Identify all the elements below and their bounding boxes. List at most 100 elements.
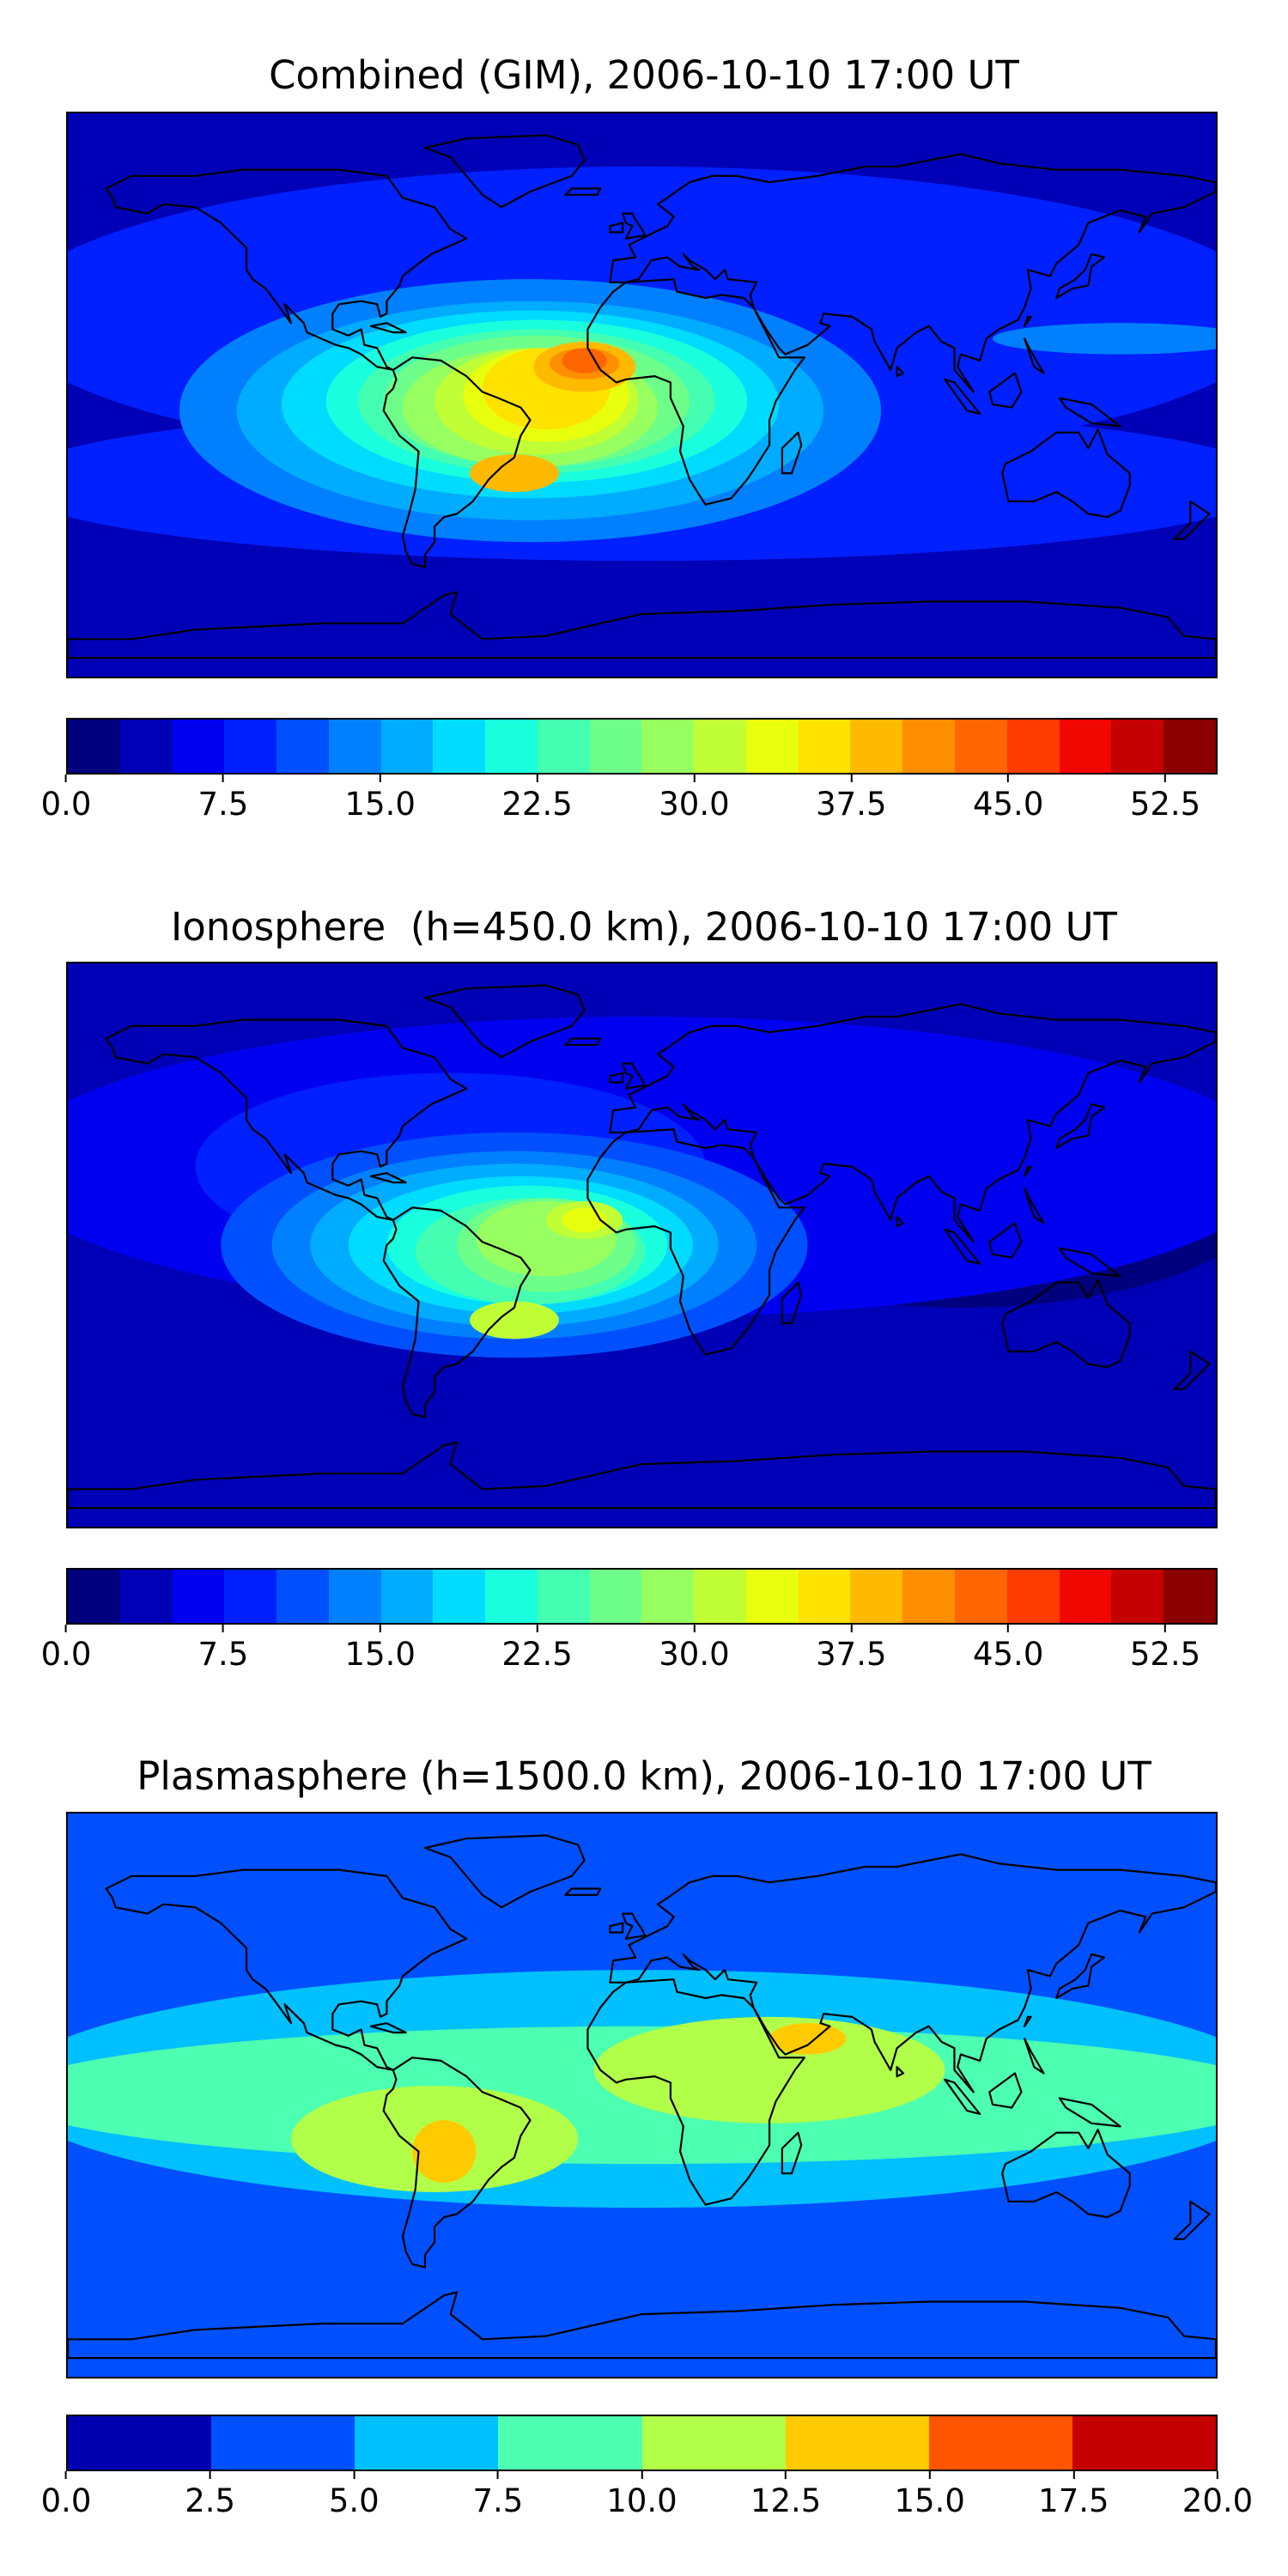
colorbar-tick-label: 45.0	[972, 1636, 1044, 1673]
field-contour-5	[412, 2120, 477, 2184]
colorbar-tick-label: 52.5	[1129, 1636, 1201, 1673]
colorbar-level-5	[328, 720, 381, 773]
colorbar-level-7	[433, 720, 486, 773]
colorbar-tick: 20.0	[1182, 2471, 1253, 2520]
colorbar-tick-label: 22.5	[501, 1636, 573, 1673]
field-contour-16	[562, 348, 607, 374]
colorbar-tick-mark	[353, 2471, 355, 2479]
colorbar-tick: 15.0	[345, 775, 416, 823]
colorbar-level-15	[850, 720, 903, 773]
colorbar-tick-label: 7.5	[197, 1636, 249, 1673]
colorbar-tick: 10.0	[606, 2471, 677, 2520]
coastline-africa	[586, 1128, 806, 1356]
coastline-borneo	[988, 372, 1023, 409]
plasmasphere-colorbar	[66, 2415, 1218, 2471]
colorbar-tick-label: 20.0	[1182, 2482, 1254, 2519]
plasmasphere-map	[66, 1812, 1218, 2379]
coastline-australia	[1001, 2129, 1131, 2219]
coastline-madagascar	[781, 431, 803, 475]
colorbar-level-5	[328, 1570, 381, 1623]
coastline-northAmerica	[105, 168, 468, 371]
colorbar-tick-label: 0.0	[40, 786, 92, 823]
colorbar-level-11	[641, 1570, 695, 1623]
colorbar-level-18	[1006, 720, 1060, 773]
colorbar-level-4	[276, 720, 329, 773]
colorbar-level-16	[902, 720, 956, 773]
colorbar-tick: 17.5	[1038, 2471, 1109, 2520]
coastline-madagascar	[781, 2131, 803, 2175]
coastline-iceland	[564, 1887, 602, 1896]
ionosphere-colorbar-ticks: 0.0 7.5 15.0 22.5 30.0 37.5 45.0 52.5	[41, 1625, 1218, 1676]
coastline-iceland	[564, 187, 602, 196]
ionosphere-colorbar	[66, 1568, 1218, 1625]
colorbar-level-13	[745, 720, 799, 773]
coastline-ireland	[609, 1922, 624, 1934]
colorbar-tick-label: 0.0	[40, 2482, 92, 2519]
coastline-philippines	[1024, 1188, 1045, 1224]
colorbar-level-2	[172, 720, 225, 773]
plasmasphere-colorbar-ticks: 0.0 2.5 5.0 7.5 10.0 12.5 15.0 17.5 20.0	[41, 2471, 1253, 2523]
coastline-southAmerica	[382, 356, 532, 568]
ionosphere-map	[66, 962, 1218, 1528]
colorbar-tick-mark	[1007, 775, 1010, 782]
colorbar-tick: 52.5	[1130, 1625, 1200, 1674]
coastline-britain	[622, 1912, 647, 1940]
colorbar-level-12	[694, 720, 746, 773]
colorbar-level-10	[589, 720, 642, 773]
coastline-newGuinea	[1058, 2097, 1121, 2128]
coastline-japan	[1055, 1103, 1106, 1150]
coastline-britain	[622, 1062, 647, 1090]
coastline-borneo	[988, 1222, 1023, 1259]
colorbar-tick: 15.0	[345, 1625, 416, 1674]
colorbar-tick: 12.5	[750, 2471, 821, 2520]
colorbar-tick-mark	[209, 2471, 211, 2479]
colorbar-tick-label: 2.5	[185, 2482, 236, 2519]
colorbar-tick: 0.0	[40, 775, 92, 823]
colorbar-level-8	[485, 720, 538, 773]
coastline-antarctica	[68, 591, 1216, 659]
ionosphere-title: Ionosphere (h=450.0 km), 2006-10-10 17:0…	[170, 904, 1118, 950]
colorbar-tick-mark	[222, 1625, 224, 1632]
colorbar-tick-label: 12.5	[750, 2482, 822, 2519]
coastline-taiwan	[1024, 1165, 1032, 1177]
colorbar-level-7	[433, 1570, 486, 1623]
combined-title: Combined (GIM), 2006-10-10 17:00 UT	[269, 52, 1019, 98]
coastline-cuba	[369, 1172, 407, 1184]
colorbar-tick-mark	[1164, 1625, 1167, 1632]
colorbar-tick: 7.5	[472, 2471, 523, 2520]
colorbar-level-20	[1111, 1570, 1164, 1623]
coastline-eurasia	[609, 1853, 1216, 2093]
combined-colorbar-ticks: 0.0 7.5 15.0 22.5 30.0 37.5 45.0 52.5	[41, 775, 1218, 826]
colorbar-level-12	[694, 1570, 746, 1623]
colorbar-tick-label: 30.0	[659, 786, 730, 823]
colorbar-tick: 7.5	[197, 775, 248, 823]
coastline-ireland	[609, 222, 624, 234]
colorbar-tick-mark	[65, 775, 67, 782]
colorbar-level-17	[955, 720, 1007, 773]
coastline-japan	[1055, 1953, 1106, 2000]
colorbar-tick: 2.5	[185, 2471, 235, 2520]
colorbar-level-0	[68, 1570, 120, 1623]
combined-map	[66, 112, 1218, 678]
colorbar-tick: 22.5	[501, 1625, 573, 1674]
coastline-australia	[1001, 1279, 1131, 1369]
plasmasphere-map-canvas	[68, 1814, 1216, 2377]
colorbar-level-4	[276, 1570, 329, 1623]
coastline-newGuinea	[1058, 1247, 1121, 1278]
coastline-sumatra	[944, 378, 981, 415]
colorbar-tick-mark	[641, 2471, 643, 2479]
colorbar-tick-label: 37.5	[816, 786, 887, 823]
coastline-sumatra	[944, 1228, 981, 1265]
colorbar-level-21	[1163, 720, 1216, 773]
colorbar-level-6	[928, 2416, 1072, 2470]
colorbar-tick-mark	[379, 1625, 381, 1632]
combined-colorbar	[66, 718, 1218, 775]
ionosphere-map-canvas	[68, 963, 1216, 1527]
colorbar-tick: 15.0	[895, 2471, 965, 2520]
coastline-northAmerica	[105, 1868, 468, 2071]
colorbar-tick-label: 17.5	[1038, 2482, 1109, 2519]
coastline-cuba	[369, 2022, 407, 2034]
coastline-ireland	[609, 1072, 624, 1084]
colorbar-level-21	[1163, 1570, 1216, 1623]
colorbar-level-3	[498, 2416, 642, 2470]
